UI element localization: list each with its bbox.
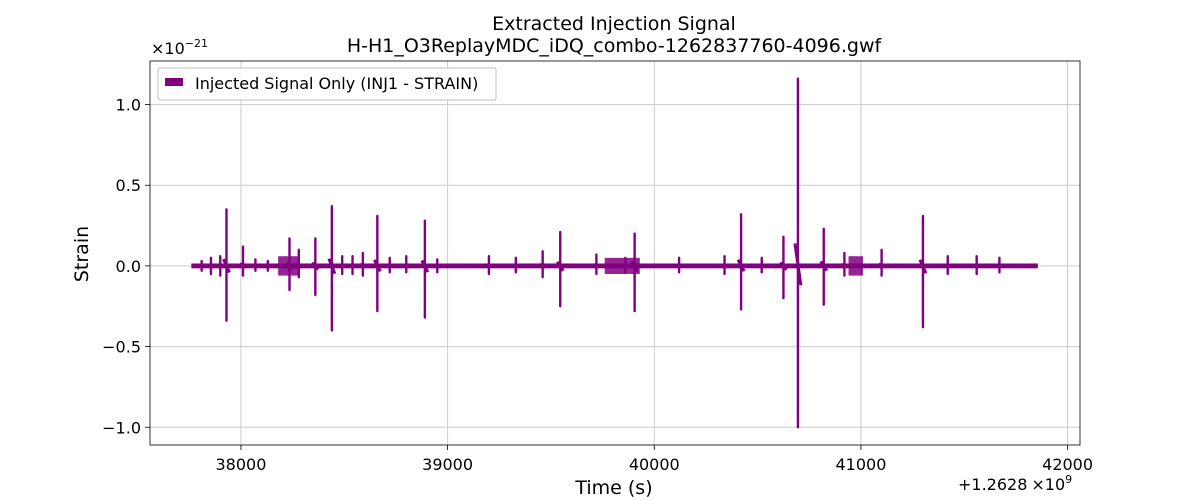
series-spike-core (349, 263, 357, 269)
series-spike-core (944, 263, 952, 269)
series-spike-core (758, 263, 766, 269)
series-spike-core (538, 262, 547, 269)
series-spike-core (239, 262, 247, 269)
series-spike-core (264, 263, 272, 268)
series-spike-core (819, 260, 828, 272)
series-spike-core (840, 262, 849, 269)
series-spike-core (207, 263, 215, 269)
y-tick-label: 1.0 (116, 96, 141, 115)
series-spike-core (311, 261, 320, 271)
series-spike-core (198, 263, 205, 268)
series-spike-core (621, 263, 629, 269)
series-spike-core (386, 263, 394, 269)
series-spike-core (736, 259, 746, 272)
y-axis-label: Strain (71, 226, 93, 282)
y-tick-label: 0.0 (116, 257, 141, 276)
x-tick-label: 40000 (629, 455, 680, 474)
x-offset-label: +1.2628 ×109 (958, 473, 1072, 494)
series-spike-core (877, 262, 886, 269)
series-spike-core (555, 261, 565, 272)
series-spike-core (592, 263, 600, 269)
chart-title: Extracted Injection Signal (492, 13, 736, 35)
y-scale-multiplier: ×10−21 (151, 37, 208, 58)
legend-label: Injected Signal Only (INJ1 - STRAIN) (195, 74, 478, 93)
series-spike-core (222, 258, 231, 274)
series-spike-core (433, 263, 441, 269)
series-spike-core (285, 261, 294, 270)
y-tick-label: −1.0 (102, 418, 141, 437)
chart-subtitle: H-H1_O3ReplayMDC_iDQ_combo-1262837760-40… (347, 35, 883, 57)
y-tick-label: −0.5 (102, 338, 141, 357)
x-tick-label: 42000 (1042, 455, 1093, 474)
series-spike-core (338, 263, 346, 269)
x-tick-label: 39000 (422, 455, 473, 474)
series-spike-core (675, 263, 683, 269)
series-spike-core (630, 261, 639, 273)
series-spike-core (252, 263, 259, 268)
series-spike-core (373, 259, 382, 273)
legend-swatch (165, 78, 183, 86)
series-spike-core (512, 263, 520, 269)
x-axis: 38000 39000 40000 41000 42000 (215, 445, 1093, 474)
series-spike-core (420, 259, 430, 273)
series-spike-core (327, 258, 337, 275)
series-burst (848, 256, 863, 276)
series-spike-core (995, 263, 1003, 269)
series-spike-core (918, 259, 928, 274)
legend-box (157, 67, 497, 101)
y-axis: 1.0 0.5 0.0 −0.5 −1.0 (102, 96, 150, 437)
legend: Injected Signal Only (INJ1 - STRAIN) (157, 67, 497, 101)
series-spike-core (485, 263, 493, 269)
plot-area (191, 77, 1038, 429)
series-spike-core (295, 262, 303, 269)
series-spike-core (721, 263, 729, 269)
series-spike-core (359, 262, 367, 269)
y-tick-label: 0.5 (116, 176, 141, 195)
series-spike-core (973, 263, 981, 269)
plot-frame (149, 60, 1081, 446)
x-axis-label: Time (s) (574, 477, 652, 499)
x-tick-label: 41000 (835, 455, 886, 474)
series-spike-core (216, 263, 224, 269)
series-spike-core (779, 261, 788, 271)
series-spike-core (402, 263, 410, 269)
x-tick-label: 38000 (215, 455, 266, 474)
series-spike-core (793, 243, 803, 286)
